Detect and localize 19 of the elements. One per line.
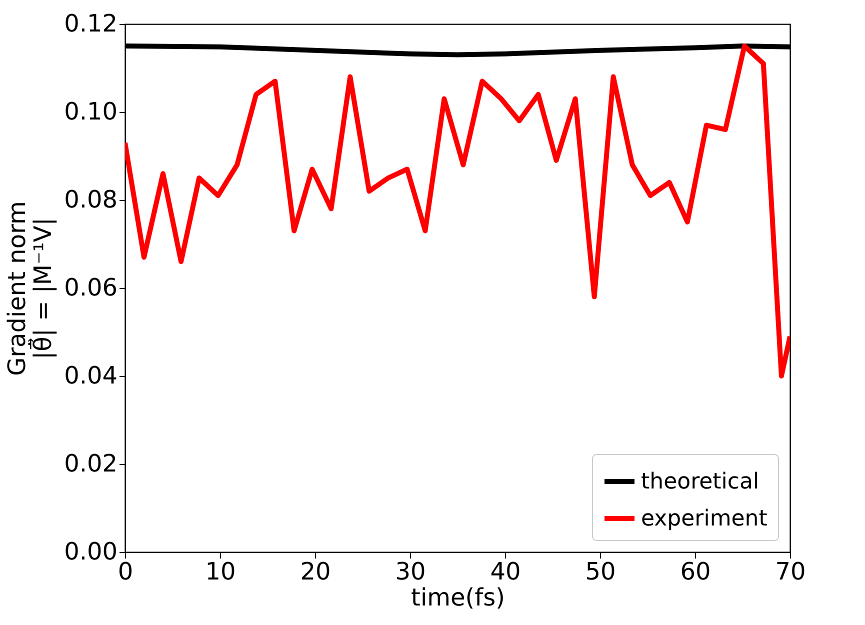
legend-label: experiment	[641, 506, 768, 532]
x-tick-label: 60	[680, 558, 711, 586]
y-tick-label: 0.06	[64, 274, 118, 302]
x-tick-label: 40	[490, 558, 521, 586]
y-axis-title: Gradient norm |θ̇⃗| = |M⁻¹V|	[3, 201, 58, 376]
y-tick-label: 0.02	[64, 450, 118, 478]
y-tick-label: 0.10	[64, 98, 118, 126]
x-axis-title: time(fs)	[411, 584, 505, 612]
y-tick-label: 0.12	[64, 10, 118, 38]
y-tick-label: 0.00	[64, 538, 118, 566]
x-tick-label: 30	[395, 558, 426, 586]
x-tick-label: 10	[205, 558, 236, 586]
y-tick-label: 0.08	[64, 186, 118, 214]
x-tick-label: 70	[775, 558, 806, 586]
x-tick-label: 20	[300, 558, 331, 586]
x-tick-label: 0	[118, 558, 134, 586]
legend-label: theoretical	[641, 470, 760, 494]
y-tick-label: 0.04	[64, 362, 118, 390]
x-tick-label: 50	[585, 558, 616, 586]
